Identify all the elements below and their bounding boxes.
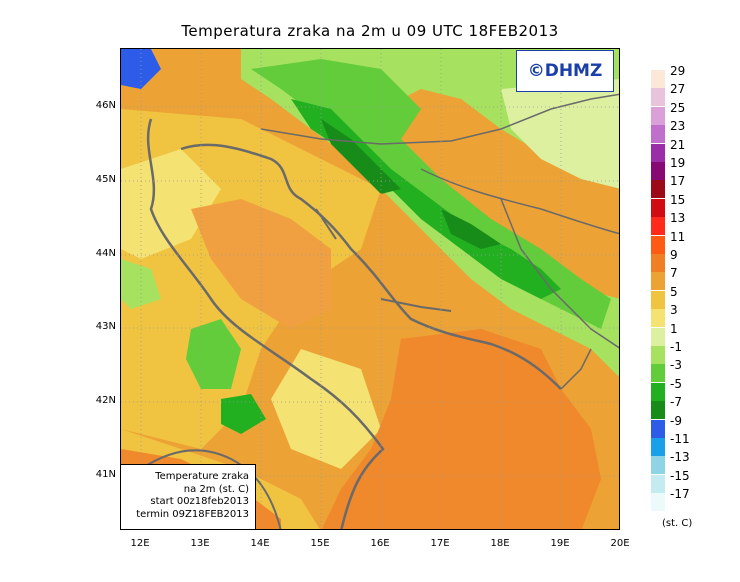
legend-label: 25 (670, 100, 686, 115)
coastline-italy-south (140, 449, 282, 529)
field-minus3c-italy (186, 319, 241, 389)
legend-swatch (651, 217, 665, 236)
lon-label-17e: 17E (430, 538, 450, 549)
legend-label: 7 (670, 266, 678, 281)
legend-swatch (651, 143, 665, 162)
field-minus7c-mountain (321, 119, 401, 194)
legend-label: -13 (670, 450, 690, 465)
legend-swatch (651, 346, 665, 364)
legend-swatch (651, 106, 665, 125)
info-box: Temperature zraka na 2m (st. C) start 00… (120, 464, 256, 530)
lat-label-46n: 46N (95, 100, 116, 111)
lat-label-42n: 42N (95, 395, 116, 406)
legend-label: 29 (670, 64, 686, 78)
legend-swatch (651, 382, 665, 401)
lat-label-44n: 44N (95, 248, 116, 259)
lat-label-45n: 45N (95, 174, 116, 185)
legend-label: -9 (670, 413, 682, 428)
lon-label-20e: 20E (610, 538, 630, 549)
info-line-4: termin 09Z18FEB2013 (136, 508, 249, 520)
legend-swatch (651, 327, 665, 346)
legend-swatch (651, 438, 665, 456)
temperature-map (121, 49, 619, 529)
legend-swatch (651, 254, 665, 272)
coastline-italy (146, 118, 385, 529)
legend-label: 1 (670, 321, 678, 336)
info-line-1: Temperature zraka (155, 471, 249, 482)
legend-swatch (651, 162, 665, 180)
lon-label-13e: 13E (190, 538, 210, 549)
lon-label-14e: 14E (250, 538, 270, 549)
legend-label: 15 (670, 192, 686, 207)
lon-label-19e: 19E (550, 538, 570, 549)
legend-label: -17 (670, 487, 690, 502)
legend-swatch (651, 235, 665, 254)
field-minus1c-italy-north (121, 259, 161, 309)
legend-swatch (651, 474, 665, 493)
lat-label-43n: 43N (95, 321, 116, 332)
legend-label: 5 (670, 284, 678, 299)
legend-label: -15 (670, 468, 690, 483)
lon-label-18e: 18E (490, 538, 510, 549)
dhmz-logo: ©DHMZ (516, 50, 614, 92)
field-3c-istria-west (121, 149, 221, 259)
legend-label: -1 (670, 340, 682, 354)
legend-swatch (651, 290, 665, 309)
info-line-3: start 00z18feb2013 (150, 496, 249, 507)
legend-label: 21 (670, 137, 686, 152)
coastline-east-adriatic (180, 143, 562, 390)
map-title: Temperatura zraka na 2m u 09 UTC 18FEB20… (181, 22, 559, 40)
border-montenegro (560, 348, 592, 390)
field-minus7c-mountain-2 (441, 209, 501, 249)
legend-label: 19 (670, 156, 686, 170)
legend-label: 17 (670, 174, 686, 189)
legend-label: 13 (670, 211, 686, 226)
legend-label: 3 (670, 303, 678, 318)
field-minus5c-italy (221, 394, 266, 434)
legend-swatch (651, 198, 665, 217)
field-8c-north-adriatic (191, 199, 331, 329)
lat-label-41n: 41N (95, 469, 116, 480)
legend-label: -11 (670, 432, 690, 446)
legend-swatch (651, 180, 665, 199)
field-3c-central (271, 349, 381, 469)
legend-swatch (651, 364, 665, 383)
legend-label: 9 (670, 248, 678, 262)
legend-swatch (651, 419, 665, 438)
graticule (121, 49, 619, 529)
legend-label: -3 (670, 358, 682, 373)
border-north (260, 93, 619, 145)
legend-swatch (651, 272, 665, 291)
info-line-2: na 2m (st. C) (183, 483, 249, 495)
field-1c-east (501, 79, 619, 189)
legend-swatch (651, 401, 665, 420)
map-frame (120, 48, 620, 530)
legend-label: -5 (670, 376, 682, 391)
border-bih-east (500, 198, 619, 349)
lon-label-16e: 16E (370, 538, 390, 549)
border-sava (420, 168, 619, 235)
legend-label: 27 (670, 82, 686, 97)
legend-swatch (651, 456, 665, 475)
legend-swatch (651, 88, 665, 107)
lon-label-12e: 12E (130, 538, 150, 549)
legend-label: 11 (670, 229, 686, 244)
island-krk (315, 208, 337, 240)
legend-swatch (651, 309, 665, 328)
lon-label-15e: 15E (310, 538, 330, 549)
legend-label: -7 (670, 395, 682, 410)
legend-unit: (st. C) (662, 518, 693, 529)
legend-label: 23 (670, 119, 686, 134)
legend-swatch (651, 70, 665, 88)
field-9c-sea (321, 329, 601, 529)
legend-swatch (651, 493, 665, 512)
legend-swatch (651, 125, 665, 144)
